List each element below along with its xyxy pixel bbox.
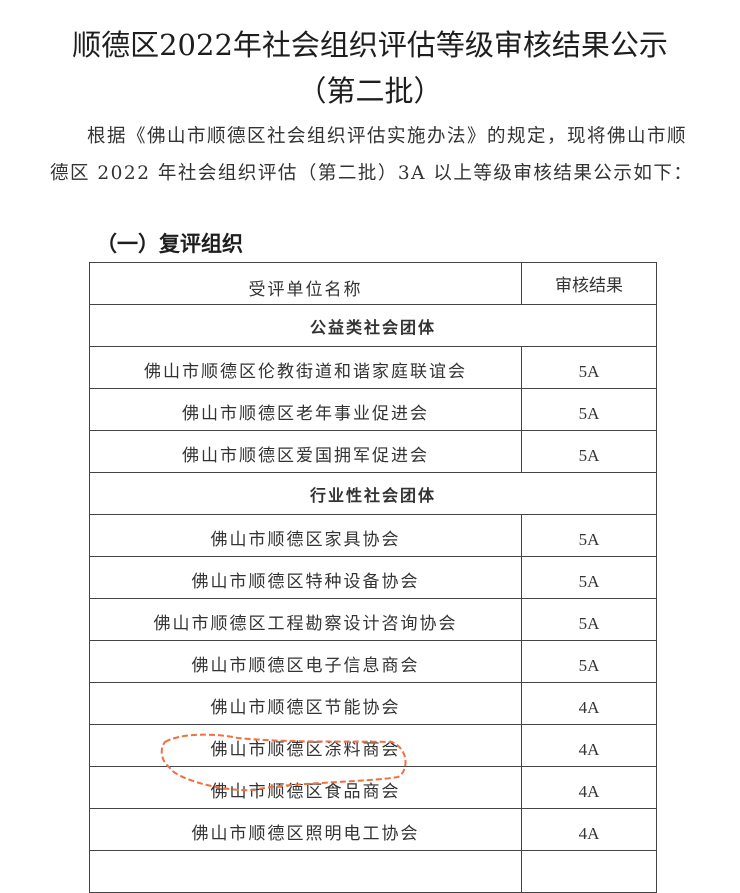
table-row: 佛山市顺德区家具协会 5A <box>89 514 657 557</box>
org-result: 5A <box>521 346 657 389</box>
category-label: 行业性社会团体 <box>89 472 657 515</box>
category-row: 公益类社会团体 <box>89 304 657 347</box>
org-result: 5A <box>521 556 657 599</box>
table-row: 佛山市顺德区爱国拥军促进会 5A <box>89 430 657 473</box>
org-result: 4A <box>521 724 657 767</box>
org-result: 5A <box>521 430 657 473</box>
intro-paragraph: 根据《佛山市顺德区社会组织评估实施办法》的规定，现将佛山市顺德区 2022 年社… <box>50 118 700 192</box>
org-name: 佛山市顺德区老年事业促进会 <box>89 388 522 431</box>
table-header-row: 受评单位名称 审核结果 <box>89 262 657 305</box>
table-row: 佛山市顺德区老年事业促进会 5A <box>89 388 657 431</box>
document-title: 顺德区2022年社会组织评估等级审核结果公示 <box>72 28 668 62</box>
header-org-name: 受评单位名称 <box>89 262 522 305</box>
header-result: 审核结果 <box>521 262 657 305</box>
category-label: 公益类社会团体 <box>89 304 657 347</box>
category-row: 行业性社会团体 <box>89 472 657 515</box>
org-name: 佛山市顺德区伦教街道和谐家庭联谊会 <box>89 346 522 389</box>
org-name: 佛山市顺德区涂料商会 <box>89 724 522 767</box>
org-name: 佛山市顺德区食品商会 <box>89 766 522 809</box>
org-name: 佛山市顺德区爱国拥军促进会 <box>89 430 522 473</box>
document-subtitle: （第二批） <box>297 74 443 108</box>
org-name: 佛山市顺德区节能协会 <box>89 682 522 725</box>
intro-text: 根据《佛山市顺德区社会组织评估实施办法》的规定，现将佛山市顺德区 2022 年社… <box>50 126 694 184</box>
org-name: 佛山市顺德区特种设备协会 <box>89 556 522 599</box>
table-row: 佛山市顺德区伦教街道和谐家庭联谊会 5A <box>89 346 657 389</box>
table-row: 佛山市顺德区节能协会 4A <box>89 682 657 725</box>
section-heading: （一）复评组织 <box>96 232 243 256</box>
results-table: 受评单位名称 审核结果 公益类社会团体 佛山市顺德区伦教街道和谐家庭联谊会 5A … <box>89 262 657 893</box>
table-row-highlighted: 佛山市顺德区涂料商会 4A <box>89 724 657 767</box>
org-name: 佛山市顺德区家具协会 <box>89 514 522 557</box>
table-row: 佛山市顺德区电子信息商会 5A <box>89 640 657 683</box>
table-row: 佛山市顺德区工程勘察设计咨询协会 5A <box>89 598 657 641</box>
org-result: 5A <box>521 388 657 431</box>
org-result: 5A <box>521 598 657 641</box>
org-result: 5A <box>521 514 657 557</box>
org-name: 佛山市顺德区电子信息商会 <box>89 640 522 683</box>
org-name: 佛山市顺德区工程勘察设计咨询协会 <box>89 598 522 641</box>
org-result: 4A <box>521 808 657 851</box>
org-result: 5A <box>521 640 657 683</box>
org-name: 佛山市顺德区照明电工协会 <box>89 808 522 851</box>
table-row: 佛山市顺德区照明电工协会 4A <box>89 808 657 851</box>
org-result: 4A <box>521 766 657 809</box>
table-row: 佛山市顺德区食品商会 4A <box>89 766 657 809</box>
org-result: 4A <box>521 682 657 725</box>
table-row: 佛山市顺德区特种设备协会 5A <box>89 556 657 599</box>
